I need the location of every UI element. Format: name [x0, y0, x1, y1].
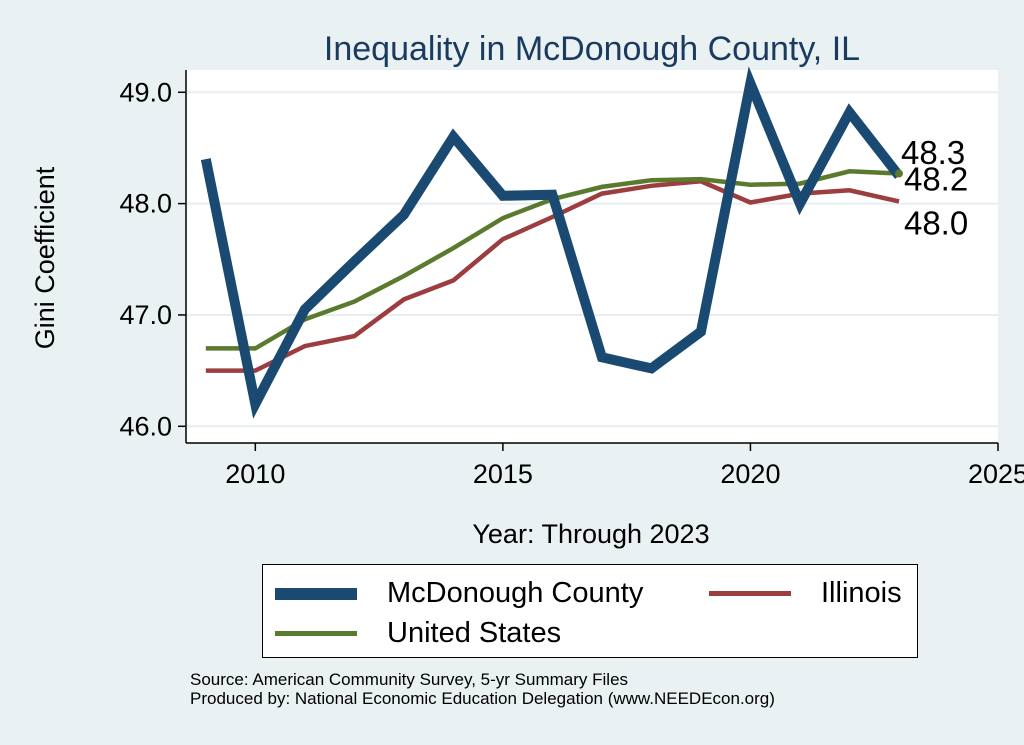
producer-note: Produced by: National Economic Education…	[190, 689, 775, 708]
source-note: Source: American Community Survey, 5-yr …	[190, 670, 629, 689]
y-tick-label: 49.0	[119, 77, 172, 107]
series-group	[200, 66, 903, 419]
x-tick-label: 2020	[720, 459, 780, 489]
legend-item-illinois: Illinois	[709, 577, 902, 610]
axes: 46.0 47.0 48.0 49.0 2010 2015 2020 2025	[119, 70, 1024, 489]
series-line-mcdonough-county	[200, 66, 903, 419]
legend-swatch-united-states	[275, 631, 357, 636]
legend-swatch-illinois	[709, 591, 791, 596]
legend-item-mcdonough: McDonough County	[275, 577, 643, 610]
x-axis-title: Year: Through 2023	[472, 519, 709, 549]
grid-lines	[186, 91, 998, 428]
x-tick-label: 2010	[225, 459, 285, 489]
chart-title: Inequality in McDonough County, IL	[324, 30, 860, 68]
legend-label-illinois: Illinois	[821, 577, 902, 609]
end-label-united-states: 48.2	[904, 161, 968, 198]
y-tick-label: 48.0	[119, 189, 172, 219]
end-label-illinois: 48.0	[904, 204, 968, 241]
plot-area	[186, 70, 998, 443]
x-tick-label: 2025	[968, 459, 1024, 489]
footer: Source: American Community Survey, 5-yr …	[190, 670, 775, 708]
series-line-illinois	[205, 179, 900, 373]
end-point-marker	[894, 169, 903, 178]
legend: McDonough County Illinois United States	[262, 564, 918, 658]
y-axis-title: Gini Coefficient	[30, 166, 60, 349]
y-tick-label: 46.0	[119, 411, 172, 441]
legend-item-united-states: United States	[275, 617, 561, 650]
legend-label-united-states: United States	[387, 617, 562, 649]
legend-label-mcdonough: McDonough County	[387, 577, 644, 609]
x-tick-label: 2015	[473, 459, 533, 489]
end-labels: 48.3 48.0 48.2	[901, 134, 968, 242]
legend-swatch-mcdonough	[275, 587, 357, 600]
y-tick-label: 47.0	[119, 300, 172, 330]
end-label-mcdonough-county: 48.3	[901, 134, 965, 171]
